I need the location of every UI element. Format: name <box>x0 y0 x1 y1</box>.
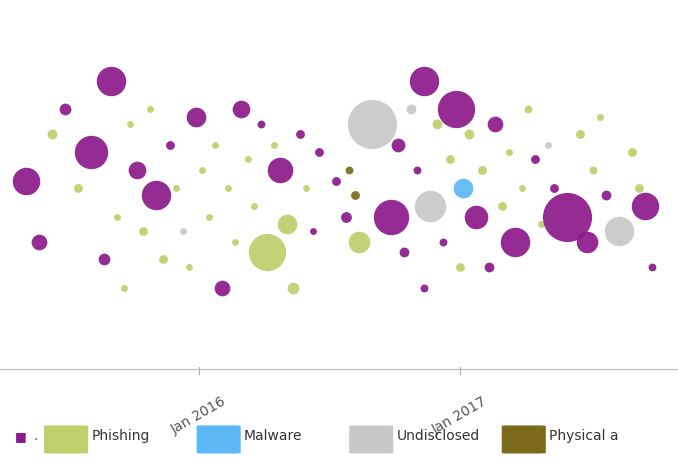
Point <box>256 120 266 127</box>
Point <box>633 184 644 192</box>
Point <box>353 238 364 245</box>
Point <box>171 184 182 192</box>
Point <box>301 184 312 192</box>
Point <box>496 202 507 210</box>
Point <box>157 256 168 263</box>
Point <box>340 213 351 220</box>
Point <box>627 149 638 156</box>
Point <box>438 238 449 245</box>
Point <box>393 141 403 149</box>
Point <box>350 191 361 199</box>
Point <box>190 113 201 120</box>
Point <box>529 156 540 163</box>
Point <box>581 238 592 245</box>
Point <box>20 177 31 185</box>
Point <box>647 263 658 270</box>
Point <box>86 149 97 156</box>
Point <box>268 141 279 149</box>
Point <box>549 184 559 192</box>
Point <box>281 220 292 227</box>
Text: Jan 2016: Jan 2016 <box>169 395 228 438</box>
Point <box>105 77 116 85</box>
Point <box>503 149 514 156</box>
Point <box>542 141 553 149</box>
Point <box>60 106 71 113</box>
FancyBboxPatch shape <box>502 425 546 454</box>
Point <box>112 213 123 220</box>
Point <box>471 213 481 220</box>
Point <box>536 220 546 227</box>
Point <box>184 263 195 270</box>
Point <box>412 166 422 174</box>
Point <box>99 256 110 263</box>
Text: Phishing: Phishing <box>92 430 150 443</box>
Point <box>144 106 155 113</box>
Point <box>405 106 416 113</box>
Point <box>454 263 465 270</box>
Point <box>210 141 220 149</box>
Point <box>483 263 494 270</box>
Point <box>477 166 488 174</box>
Point <box>138 227 149 235</box>
Point <box>425 202 436 210</box>
Point <box>523 106 534 113</box>
Text: Jan 2017: Jan 2017 <box>430 395 490 438</box>
Point <box>451 106 462 113</box>
Point <box>575 131 586 138</box>
FancyBboxPatch shape <box>197 425 241 454</box>
Point <box>203 213 214 220</box>
Point <box>236 106 247 113</box>
Point <box>431 120 442 127</box>
Text: ■: ■ <box>14 430 26 443</box>
Point <box>119 284 129 292</box>
Point <box>294 131 305 138</box>
Point <box>562 213 573 220</box>
Point <box>386 213 397 220</box>
Point <box>640 202 651 210</box>
Point <box>177 227 188 235</box>
Point <box>34 238 45 245</box>
Point <box>366 120 377 127</box>
Point <box>595 113 605 120</box>
Point <box>288 284 299 292</box>
Text: .: . <box>34 430 38 443</box>
Point <box>490 120 501 127</box>
Point <box>223 184 234 192</box>
Point <box>314 149 325 156</box>
Point <box>343 166 354 174</box>
Point <box>151 191 162 199</box>
Text: Physical a: Physical a <box>549 430 619 443</box>
Point <box>242 156 253 163</box>
Point <box>249 202 260 210</box>
Point <box>308 227 319 235</box>
Point <box>601 191 612 199</box>
Point <box>614 227 624 235</box>
Point <box>510 238 521 245</box>
Point <box>330 177 341 185</box>
Point <box>418 77 429 85</box>
Point <box>418 284 429 292</box>
Text: Malware: Malware <box>244 430 302 443</box>
Point <box>229 238 240 245</box>
Point <box>73 184 83 192</box>
Point <box>464 131 475 138</box>
Point <box>47 131 58 138</box>
Point <box>262 249 273 256</box>
Point <box>125 120 136 127</box>
Point <box>458 184 468 192</box>
Text: Undisclosed: Undisclosed <box>397 430 480 443</box>
Point <box>444 156 455 163</box>
Point <box>132 166 142 174</box>
Point <box>516 184 527 192</box>
Point <box>588 166 599 174</box>
Point <box>275 166 285 174</box>
FancyBboxPatch shape <box>44 425 88 454</box>
Point <box>216 284 227 292</box>
Point <box>164 141 175 149</box>
FancyBboxPatch shape <box>349 425 393 454</box>
Point <box>197 166 207 174</box>
Point <box>399 249 410 256</box>
